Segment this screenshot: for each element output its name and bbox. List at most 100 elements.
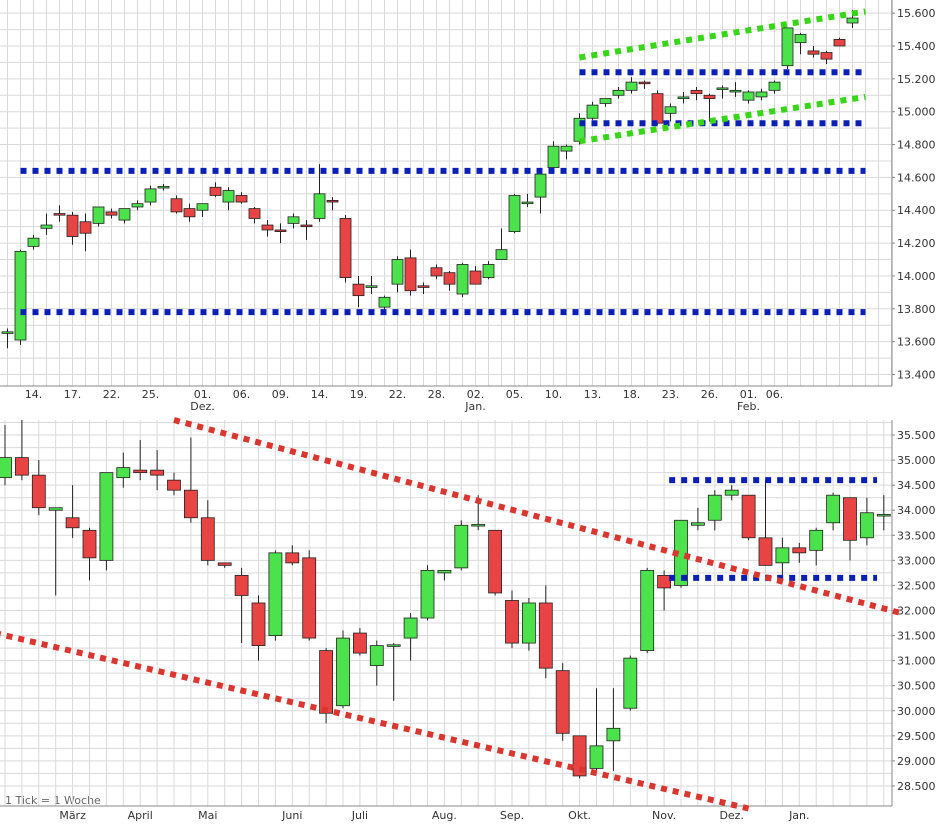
candle-body-down bbox=[651, 93, 664, 124]
x-tick-label: 18. bbox=[623, 388, 641, 401]
candle-body-down bbox=[285, 552, 300, 564]
candle-body-up bbox=[691, 522, 705, 526]
x-tick-label: 19. bbox=[350, 388, 368, 401]
candle-body-down bbox=[703, 94, 716, 99]
candle-body-down bbox=[820, 52, 833, 60]
x-tick-label: 01. bbox=[194, 388, 212, 401]
candle-body-down bbox=[417, 285, 430, 288]
candle-body-down bbox=[319, 650, 334, 714]
tick-note: 1 Tick = 1 Woche bbox=[5, 794, 101, 807]
candle-body-up bbox=[560, 145, 573, 152]
candle-body-down bbox=[488, 529, 503, 594]
y-tick-label: 35.500 bbox=[897, 429, 936, 442]
x-tick-sublabel: Dez. bbox=[190, 400, 215, 413]
x-tick-label: 05. bbox=[506, 388, 524, 401]
x-tick-label: Mai bbox=[198, 809, 217, 822]
grid bbox=[0, 0, 892, 386]
candle-body-down bbox=[843, 497, 857, 541]
candle-body-down bbox=[326, 199, 339, 203]
x-tick-label: Juni bbox=[281, 809, 302, 822]
candle-body-down bbox=[79, 221, 92, 234]
candle-body-up bbox=[846, 17, 859, 24]
candle-body-up bbox=[781, 27, 794, 67]
x-tick-label: Juli bbox=[351, 809, 368, 822]
x-tick-label: 14. bbox=[25, 388, 43, 401]
x-tick-label: 01. bbox=[740, 388, 758, 401]
y-tick-label: 14.600 bbox=[897, 171, 936, 184]
candle-body-down bbox=[65, 517, 80, 529]
candle-body-down bbox=[167, 479, 181, 491]
y-tick-label: 33.000 bbox=[897, 554, 936, 567]
candle-body-up bbox=[768, 81, 781, 91]
x-tick-label: März bbox=[59, 809, 86, 822]
y-tick-label: 30.000 bbox=[897, 705, 936, 718]
y-tick-label: 15.400 bbox=[897, 40, 936, 53]
candle-body-up bbox=[623, 657, 638, 709]
candle-body-up bbox=[612, 89, 625, 96]
candle-body-down bbox=[833, 39, 846, 47]
y-tick-label: 14.800 bbox=[897, 139, 936, 152]
x-tick-label: Aug. bbox=[432, 809, 457, 822]
candle-body-up bbox=[196, 203, 209, 211]
candle-body-up bbox=[860, 512, 874, 539]
x-tick-label: 23. bbox=[662, 388, 680, 401]
candle-body-down bbox=[690, 89, 703, 95]
candle-body-up bbox=[287, 216, 300, 224]
y-tick-label: 29.000 bbox=[897, 755, 936, 768]
x-tick-label: Nov. bbox=[652, 809, 676, 822]
candle-body-up bbox=[391, 259, 404, 285]
x-tick-label: 02. bbox=[467, 388, 485, 401]
candle-body-down bbox=[261, 224, 274, 231]
candle-body-down bbox=[251, 602, 266, 646]
x-tick-label: Sep. bbox=[500, 809, 524, 822]
candle-body-up bbox=[599, 98, 612, 104]
candle-body-up bbox=[118, 208, 131, 221]
candle-body-up bbox=[92, 206, 105, 224]
x-tick-label: 09. bbox=[272, 388, 290, 401]
x-tick-sublabel: Jan. bbox=[464, 400, 485, 413]
y-tick-label: 13.800 bbox=[897, 303, 936, 316]
candle-body-up bbox=[369, 645, 384, 667]
candle-body-up bbox=[48, 507, 63, 511]
candle-body-up bbox=[521, 201, 534, 205]
y-tick-label: 14.400 bbox=[897, 204, 936, 217]
x-tick-label: 22. bbox=[103, 388, 121, 401]
x-tick-label: 25. bbox=[142, 388, 160, 401]
candle-body-up bbox=[589, 745, 604, 769]
candle-body-down bbox=[105, 211, 118, 216]
candle-body-down bbox=[209, 186, 222, 196]
y-tick-label: 35.000 bbox=[897, 454, 936, 467]
y-tick-label: 34.500 bbox=[897, 479, 936, 492]
candle-body-up bbox=[116, 467, 131, 479]
candle-body-up bbox=[826, 494, 840, 524]
trend-line bbox=[173, 417, 902, 616]
daily-candlestick-chart: 13.400 13.600 13.800 14.000 14.200 14.400 14.6… bbox=[0, 0, 936, 413]
candle-body-down bbox=[53, 213, 66, 216]
x-tick-label: 14. bbox=[311, 388, 329, 401]
weekly-candlestick-chart: 1 Tick = 1 Woche 28.500 29.000 29.500 30.00… bbox=[0, 417, 936, 822]
y-tick-label: 15.600 bbox=[897, 7, 936, 20]
y-tick-label: 33.500 bbox=[897, 529, 936, 542]
candle-body-up bbox=[606, 727, 621, 742]
candle-body-down bbox=[183, 489, 198, 519]
x-tick-label: Dez. bbox=[719, 809, 744, 822]
y-tick-label: 15.000 bbox=[897, 106, 936, 119]
candle-body-up bbox=[378, 296, 391, 308]
candle-body-down bbox=[430, 267, 443, 277]
y-tick-label: 14.000 bbox=[897, 270, 936, 283]
candle-body-up bbox=[403, 617, 418, 639]
candle-body-up bbox=[157, 186, 170, 189]
candle-body-up bbox=[27, 237, 40, 247]
candle-body-up bbox=[716, 87, 729, 90]
candle-body-down bbox=[758, 537, 773, 566]
grid bbox=[0, 420, 892, 806]
y-tick-label: 34.000 bbox=[897, 504, 936, 517]
candle-body-down bbox=[82, 529, 97, 559]
candle-body-down bbox=[183, 208, 196, 218]
candle-body-up bbox=[456, 264, 469, 295]
candle-body-up bbox=[794, 34, 807, 44]
candle-body-down bbox=[505, 600, 519, 644]
candle-body-up bbox=[437, 569, 452, 574]
y-tick-label: 31.500 bbox=[897, 630, 936, 643]
